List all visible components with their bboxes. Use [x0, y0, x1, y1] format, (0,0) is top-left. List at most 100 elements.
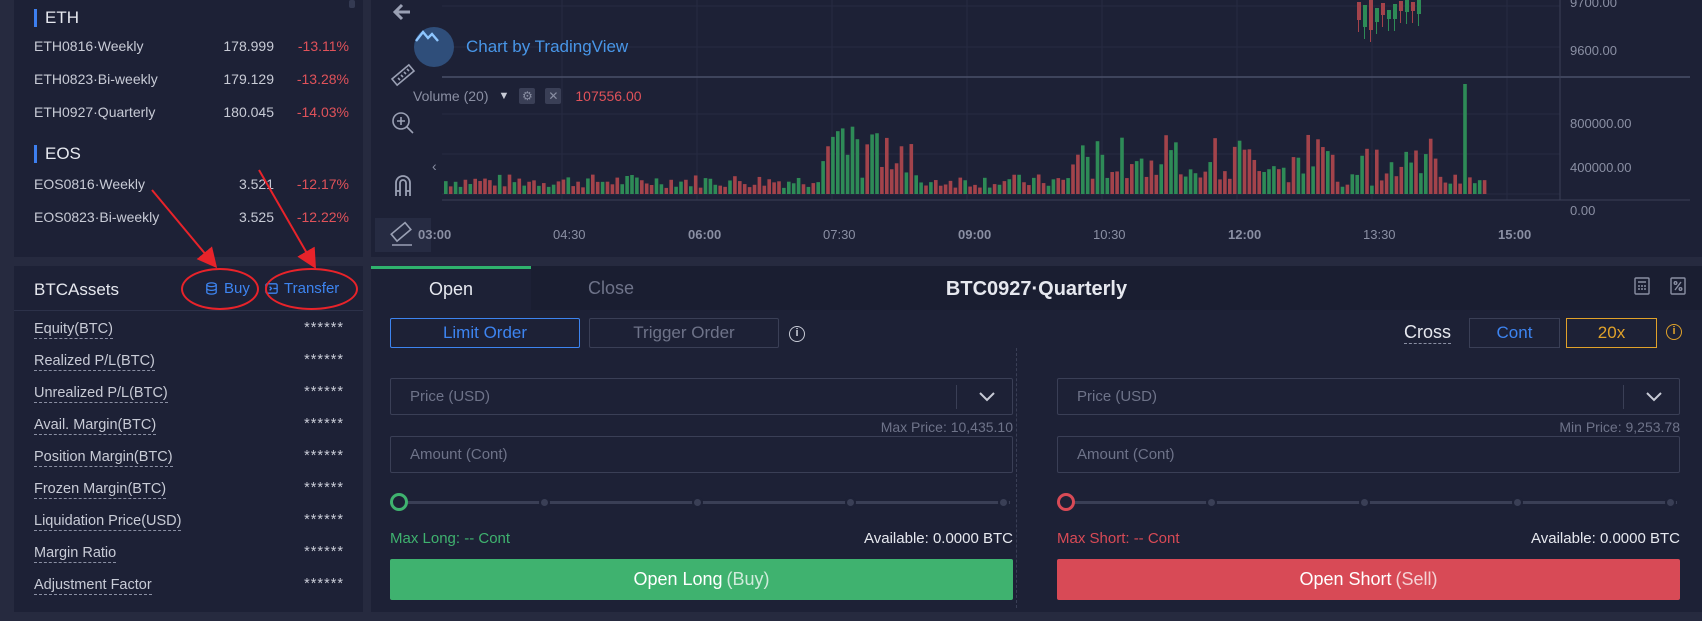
slider-stop[interactable]: [692, 497, 703, 508]
buy-amount-slider[interactable]: [390, 493, 1010, 511]
contract-change: -13.11%: [297, 38, 349, 54]
volume-bar: [1281, 167, 1286, 194]
arrow-left-icon[interactable]: [388, 0, 418, 27]
close-icon[interactable]: ✕: [545, 88, 562, 104]
contract-row[interactable]: EOS0823·Bi-weekly 3.525 -12.22%: [34, 209, 349, 229]
candle-body: [1375, 8, 1379, 22]
volume-bar: [1473, 183, 1477, 194]
sell-price-field[interactable]: [1057, 378, 1680, 415]
info-icon[interactable]: i: [789, 326, 805, 342]
sell-amount-slider[interactable]: [1057, 493, 1677, 511]
slider-handle[interactable]: [1057, 493, 1075, 511]
contract-name: ETH0927·Quarterly: [34, 104, 156, 120]
sell-price-input[interactable]: [1058, 379, 1679, 414]
buy-price-input[interactable]: [391, 379, 1012, 414]
volume-bar: [693, 175, 698, 194]
candle-body: [1417, 0, 1421, 14]
asset-row: Margin Ratio ******: [34, 544, 344, 564]
volume-bar: [546, 186, 551, 194]
tab-open[interactable]: Open: [371, 266, 531, 310]
volume-bar: [1032, 177, 1036, 194]
volume-bar: [791, 183, 796, 194]
unit-button[interactable]: Cont: [1469, 318, 1560, 348]
max-price-text: Max Price: 10,435.10: [880, 419, 1013, 435]
volume-bar: [1232, 146, 1237, 194]
volume-bar: [1433, 158, 1438, 194]
sell-amount-input[interactable]: [1058, 437, 1679, 472]
volume-bar: [1036, 174, 1041, 194]
open-long-button[interactable]: Open Long (Buy): [390, 559, 1013, 600]
order-tabs: Open Close BTC0927·Quarterly: [371, 266, 1702, 310]
asset-label[interactable]: Equity(BTC): [34, 321, 113, 339]
measure-icon[interactable]: [375, 218, 431, 252]
volume-axis-label: 400000.00: [1570, 160, 1632, 175]
asset-label[interactable]: Margin Ratio: [34, 545, 117, 563]
volume-bar: [1306, 134, 1310, 194]
volume-bar: [1272, 166, 1276, 194]
volume-bar: [610, 184, 615, 194]
settings-icon[interactable]: ⚙: [519, 88, 536, 104]
chevron-left-icon[interactable]: ‹: [432, 158, 437, 174]
volume-bar: [958, 177, 963, 194]
tradingview-watermark[interactable]: Chart by TradingView: [414, 27, 628, 67]
volume-bar: [983, 177, 987, 194]
chart-area[interactable]: Chart by TradingView Volume (20) ▼ ⚙ ✕ 1…: [413, 0, 1690, 257]
asset-label[interactable]: Unrealized P/L(BTC): [34, 385, 168, 403]
magnet-icon[interactable]: [388, 170, 418, 200]
slider-stop[interactable]: [539, 497, 550, 508]
contract-row[interactable]: ETH0816·Weekly 178.999 -13.11%: [34, 38, 349, 58]
ruler-icon[interactable]: [388, 60, 418, 90]
volume-bar: [1174, 142, 1178, 194]
volume-bar: [1291, 157, 1296, 194]
contract-row[interactable]: EOS0816·Weekly 3.521 -12.17%: [34, 176, 349, 196]
sell-amount-field[interactable]: [1057, 436, 1680, 473]
open-short-button[interactable]: Open Short (Sell): [1057, 559, 1680, 600]
slider-stop[interactable]: [1206, 497, 1217, 508]
margin-mode-select[interactable]: Cross: [1404, 322, 1452, 344]
trigger-order-button[interactable]: Trigger Order: [589, 318, 779, 348]
asset-label[interactable]: Adjustment Factor: [34, 577, 152, 595]
slider-stop[interactable]: [1359, 497, 1370, 508]
asset-row: Equity(BTC) ******: [34, 320, 344, 340]
limit-order-button[interactable]: Limit Order: [390, 318, 580, 348]
contract-title: BTC0927·Quarterly: [945, 278, 1128, 300]
buy-amount-field[interactable]: [390, 436, 1013, 473]
chevron-down-icon[interactable]: [1643, 387, 1665, 407]
tab-close[interactable]: Close: [587, 277, 635, 298]
slider-stop[interactable]: [998, 497, 1009, 508]
drawing-toolbar: [371, 0, 439, 257]
caret-down-icon[interactable]: ▼: [498, 90, 510, 102]
contract-row[interactable]: ETH0823·Bi-weekly 179.129 -13.28%: [34, 71, 349, 91]
calculator-icon[interactable]: [1632, 276, 1652, 296]
volume-bar: [698, 187, 703, 194]
chevron-down-icon[interactable]: [976, 387, 998, 407]
slider-handle[interactable]: [390, 493, 408, 511]
zoom-in-icon[interactable]: [388, 108, 418, 138]
percent-icon[interactable]: [1668, 276, 1688, 296]
buy-amount-input[interactable]: [391, 437, 1012, 472]
asset-label[interactable]: Liquidation Price(USD): [34, 513, 182, 531]
contract-change: -12.22%: [296, 209, 349, 225]
volume-bar: [1448, 183, 1453, 194]
contract-row[interactable]: ETH0927·Quarterly 180.045 -14.03%: [34, 104, 349, 124]
asset-label[interactable]: Position Margin(BTC): [34, 449, 173, 467]
buy-price-field[interactable]: [390, 378, 1013, 415]
slider-stop[interactable]: [1665, 497, 1676, 508]
asset-label[interactable]: Frozen Margin(BTC): [34, 481, 167, 499]
volume-bar: [453, 181, 458, 194]
volume-indicator-name[interactable]: Volume (20): [413, 88, 489, 104]
slider-stop[interactable]: [1512, 497, 1523, 508]
leverage-button[interactable]: 20x: [1566, 318, 1657, 348]
asset-value: ******: [304, 512, 344, 528]
volume-bar: [1041, 183, 1046, 194]
asset-label[interactable]: Realized P/L(BTC): [34, 353, 155, 371]
volume-bar: [1316, 139, 1320, 194]
info-icon[interactable]: i: [1666, 324, 1682, 340]
volume-bar: [840, 128, 845, 194]
volume-bar: [1335, 181, 1340, 194]
volume-bar: [1007, 179, 1012, 194]
scrollbar[interactable]: [349, 0, 355, 8]
slider-stop[interactable]: [845, 497, 856, 508]
asset-label[interactable]: Avail. Margin(BTC): [34, 417, 157, 435]
button-sub-label: (Sell): [1395, 569, 1438, 589]
